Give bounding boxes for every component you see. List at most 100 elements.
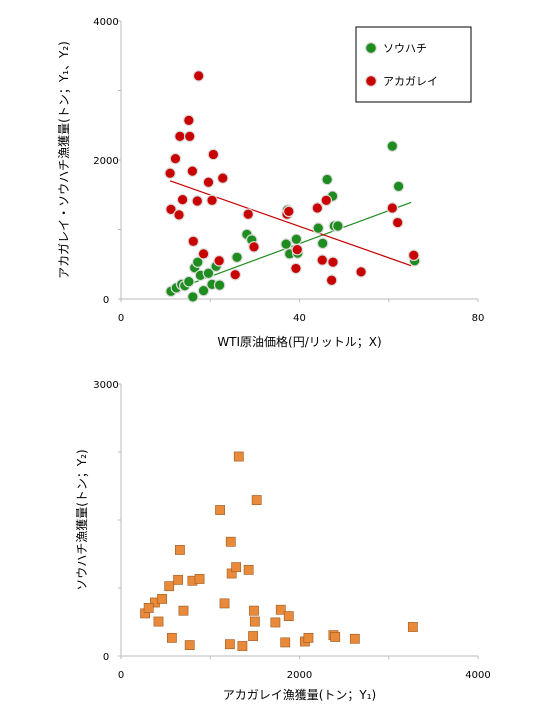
legend-marker-1	[365, 74, 378, 87]
data-point	[192, 70, 205, 82]
data-point	[187, 235, 200, 248]
data-point	[173, 209, 185, 221]
data-point	[194, 574, 205, 584]
y-axis-title: アカガレイ・ソウハチ漁獲量(トン；Y₁、Y₂)	[57, 41, 71, 279]
data-point	[282, 205, 295, 218]
data-point	[183, 130, 196, 143]
y-tick-label: 2000	[93, 156, 118, 167]
scatter-chart-price-vs-catch: 0 2000 4000 0 40 80 WTI原油価格(円/リットル；X) アカガレイ・ソウハ…	[57, 17, 484, 349]
y-tick-label: 0	[103, 295, 109, 306]
data-point	[153, 616, 164, 627]
data-point	[325, 274, 338, 287]
x-axis-title: WTI原油価格(円/リットル；X)	[217, 334, 381, 349]
data-point	[355, 266, 367, 278]
data-point	[215, 505, 225, 515]
data-point	[202, 267, 215, 280]
data-point	[206, 194, 218, 207]
data-point	[164, 167, 176, 180]
data-point	[191, 195, 204, 207]
data-point	[231, 251, 243, 264]
data-point	[175, 545, 185, 555]
x-tick-label: 2000	[287, 670, 312, 681]
data-point	[191, 256, 204, 268]
data-point	[202, 176, 215, 189]
data-point	[407, 249, 420, 262]
data-point	[225, 536, 236, 547]
data-point	[316, 254, 329, 266]
data-point	[213, 279, 226, 291]
data-point	[243, 564, 254, 575]
data-point	[169, 152, 182, 165]
x-axis-title: アカガレイ漁獲量(トン；Y₁)	[223, 688, 377, 702]
data-point	[320, 194, 333, 207]
data-point	[183, 275, 195, 288]
x-tick-label: 0	[118, 313, 124, 324]
data-point	[248, 241, 260, 253]
data-point	[183, 114, 195, 127]
scatter-chart-catch-vs-catch: 0 3000 0 2000 4000 アカガレイ漁獲量(トン；Y₁) ソウハチ漁獲量(トン；…	[75, 380, 491, 702]
data-point	[391, 216, 404, 229]
data-point	[184, 640, 195, 651]
legend-box	[355, 26, 472, 103]
data-point	[231, 562, 242, 573]
data-point	[248, 631, 258, 641]
data-point	[219, 598, 230, 609]
data-point	[312, 222, 325, 234]
x-tick-label: 4000	[465, 670, 490, 681]
data-point	[280, 238, 292, 250]
data-point	[197, 284, 210, 297]
data-point	[251, 495, 262, 505]
data-point	[229, 268, 242, 281]
data-point	[316, 237, 329, 250]
data-point	[174, 130, 186, 143]
data-point	[165, 203, 177, 216]
x-tick-label: 0	[118, 670, 124, 681]
y-tick-label: 0	[103, 652, 109, 663]
legend-label-1: アカガレイ	[383, 75, 438, 88]
data-point	[392, 180, 405, 193]
data-point	[143, 603, 154, 613]
data-point	[249, 605, 259, 616]
data-point	[249, 616, 260, 627]
data-point	[197, 248, 210, 260]
data-point	[330, 632, 341, 642]
data-point	[283, 611, 294, 622]
data-point	[157, 593, 167, 604]
data-point	[173, 574, 184, 585]
data-point	[224, 639, 235, 650]
data-point	[386, 202, 399, 214]
data-point	[407, 622, 418, 632]
data-point	[275, 604, 286, 615]
data-point	[213, 254, 225, 267]
data-point	[311, 202, 324, 214]
y-tick-label: 3000	[93, 380, 118, 391]
data-point	[280, 637, 291, 648]
data-point	[327, 256, 339, 268]
data-point	[242, 208, 254, 221]
data-point	[164, 581, 175, 592]
data-point	[216, 172, 229, 184]
data-point	[386, 140, 399, 152]
y-tick-label: 4000	[93, 17, 118, 28]
data-point	[349, 633, 360, 644]
x-tick-label: 40	[293, 313, 306, 324]
x-tick-label: 80	[472, 313, 485, 324]
data-point	[176, 193, 189, 206]
data-point	[290, 233, 303, 246]
data-point	[303, 632, 314, 643]
data-point	[166, 632, 177, 643]
legend-marker-0	[365, 41, 378, 54]
data-point	[178, 605, 189, 616]
data-point	[270, 617, 281, 628]
y-axis-title: ソウハチ漁獲量(トン；Y₂)	[75, 449, 89, 591]
data-point	[187, 291, 199, 303]
data-point	[290, 262, 302, 275]
data-point	[186, 165, 199, 177]
data-point	[233, 451, 244, 462]
data-point	[237, 641, 248, 651]
data-point	[332, 220, 344, 232]
legend-label-0: ソウハチ	[383, 42, 427, 55]
data-point	[207, 148, 220, 161]
